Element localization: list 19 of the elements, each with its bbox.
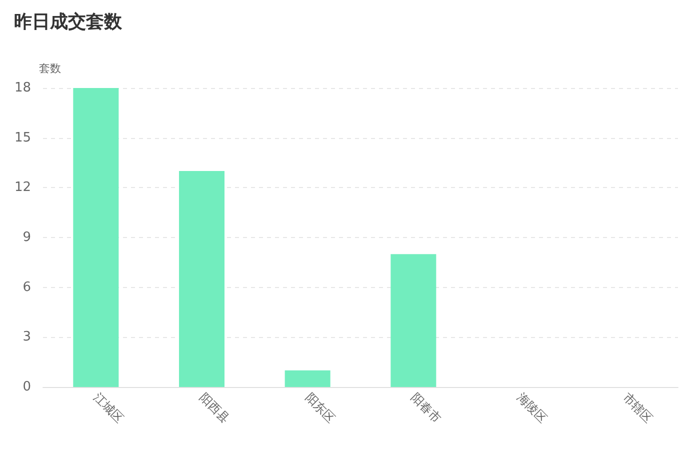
y-tick-label: 9 [22,230,31,245]
x-tick-label: 阳春市 [408,390,444,426]
y-tick-label: 18 [14,80,31,96]
bar [390,254,436,387]
bar [178,171,225,387]
y-tick-label: 12 [14,180,31,196]
x-tick-label: 阳东区 [302,390,338,426]
x-tick-label: 江城区 [90,390,126,426]
y-tick-label: 6 [22,280,31,295]
y-axis-title: 套数 [39,62,61,75]
y-tick-label: 3 [22,330,31,345]
x-tick-label: 海陵区 [514,390,550,426]
bar [73,88,119,387]
chart-title: 昨日成交套数 [14,12,123,32]
y-tick-label: 15 [14,130,31,146]
x-tick-label: 市辖区 [620,390,656,426]
y-tick-label: 0 [22,380,31,394]
bar [284,370,330,387]
x-tick-label: 阳西县 [196,390,232,426]
